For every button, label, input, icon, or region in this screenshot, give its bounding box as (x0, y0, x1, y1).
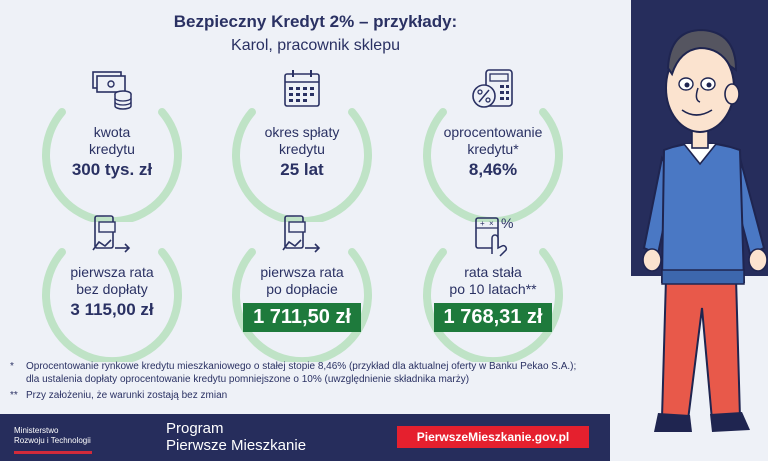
ring-decoration (423, 108, 563, 222)
svg-text:+: + (480, 219, 485, 228)
card-label-line1: pierwsza rata (70, 264, 154, 280)
calendar-icon (284, 70, 320, 107)
card-value: 25 lat (280, 160, 324, 179)
footnote-mark: * (10, 361, 14, 372)
card-label-line2: po dopłacie (266, 281, 338, 297)
card-text: oprocentowanie kredytu* 8,46% (418, 124, 568, 180)
page-title: Bezpieczny Kredyt 2% – przykłady: (173, 12, 458, 31)
card-text: kwota kredytu 300 tys. zł (37, 124, 187, 180)
card-text: rata stała po 10 latach** 1 768,31 zł (418, 264, 568, 332)
card-value: 3 115,00 zł (70, 300, 154, 319)
ring-decoration (232, 108, 372, 222)
card-label-line2: po 10 latach** (449, 281, 537, 297)
footnote-2: ** Przy założeniu, że warunki zostają be… (10, 389, 620, 402)
phone-payment-icon (282, 215, 321, 253)
calculator-percent-icon: + × % (475, 215, 513, 257)
ring-decoration (232, 248, 372, 362)
footnotes: * Oprocentowanie rynkowe kredytu mieszka… (10, 360, 620, 402)
card-value: 8,46% (468, 160, 518, 179)
page-subtitle: Karol, pracownik sklepu (231, 37, 400, 54)
card-text: pierwsza rata bez dopłaty 3 115,00 zł (37, 264, 187, 320)
card-label-line2: bez dopłaty (76, 281, 148, 297)
program-name-line2: Pierwsze Mieszkanie (166, 437, 307, 454)
card-loan-period: okres spłaty kredytu 25 lat (227, 70, 377, 222)
ring-decoration (42, 248, 182, 362)
card-first-installment-no-subsidy: pierwsza rata bez dopłaty 3 115,00 zł (37, 212, 187, 362)
program-website-link[interactable]: PierwszeMieszkanie.gov.pl (397, 426, 589, 448)
man-illustration (642, 28, 768, 432)
program-name-line1: Program (166, 420, 224, 437)
ring-decoration (42, 108, 182, 222)
card-loan-amount: kwota kredytu 300 tys. zł (37, 71, 187, 222)
footnote-1: * Oprocentowanie rynkowe kredytu mieszka… (10, 360, 620, 386)
card-label-line1: rata stała (464, 264, 522, 280)
card-label-line1: pierwsza rata (260, 264, 344, 280)
phone-payment-icon (92, 215, 131, 253)
ministry-flag-stripe (14, 451, 92, 454)
card-interest-rate: oprocentowanie kredytu* 8,46% (418, 69, 568, 222)
card-text: okres spłaty kredytu 25 lat (227, 124, 377, 180)
footnote-text: Oprocentowanie rynkowe kredytu mieszkani… (26, 361, 577, 372)
card-fixed-installment-10-years: + × % rata stała po 10 latach** 1 768,31… (418, 212, 568, 362)
footnote-text: Przy założeniu, że warunki zostają bez z… (26, 390, 228, 401)
card-label-line1: kwota (93, 124, 131, 140)
card-label-line2: kredytu (89, 141, 135, 157)
card-text: pierwsza rata po dopłacie 1 711,50 zł (227, 264, 377, 332)
footnote-mark: ** (10, 390, 18, 401)
ministry-logo: Ministerstwo Rozwoju i Technologii (14, 426, 91, 446)
svg-text:×: × (489, 219, 494, 228)
card-first-installment-with-subsidy: pierwsza rata po dopłacie 1 711,50 zł (227, 212, 377, 362)
card-label-line2: kredytu* (467, 141, 519, 157)
money-coins-icon (92, 71, 132, 110)
card-value: 300 tys. zł (71, 160, 153, 179)
footer-bar: Ministerstwo Rozwoju i Technologii Progr… (0, 414, 610, 461)
card-value-highlight: 1 711,50 zł (243, 303, 361, 332)
footnote-text: dla ustalenia dopłaty oprocentowanie kre… (26, 374, 470, 385)
card-label-line1: okres spłaty (264, 124, 340, 140)
card-label-line1: oprocentowanie (443, 124, 543, 140)
ring-decoration (423, 248, 563, 362)
card-value-highlight: 1 768,31 zł (433, 303, 553, 332)
infographic-main: Bezpieczny Kredyt 2% – przykłady: Karol,… (10, 12, 620, 402)
calculator-percent-icon (472, 69, 513, 108)
ministry-name-line1: Ministerstwo (14, 426, 59, 435)
svg-text:%: % (501, 215, 513, 231)
ministry-name-line2: Rozwoju i Technologii (14, 436, 91, 445)
program-name: Program Pierwsze Mieszkanie (166, 420, 306, 454)
card-label-line2: kredytu (279, 141, 325, 157)
